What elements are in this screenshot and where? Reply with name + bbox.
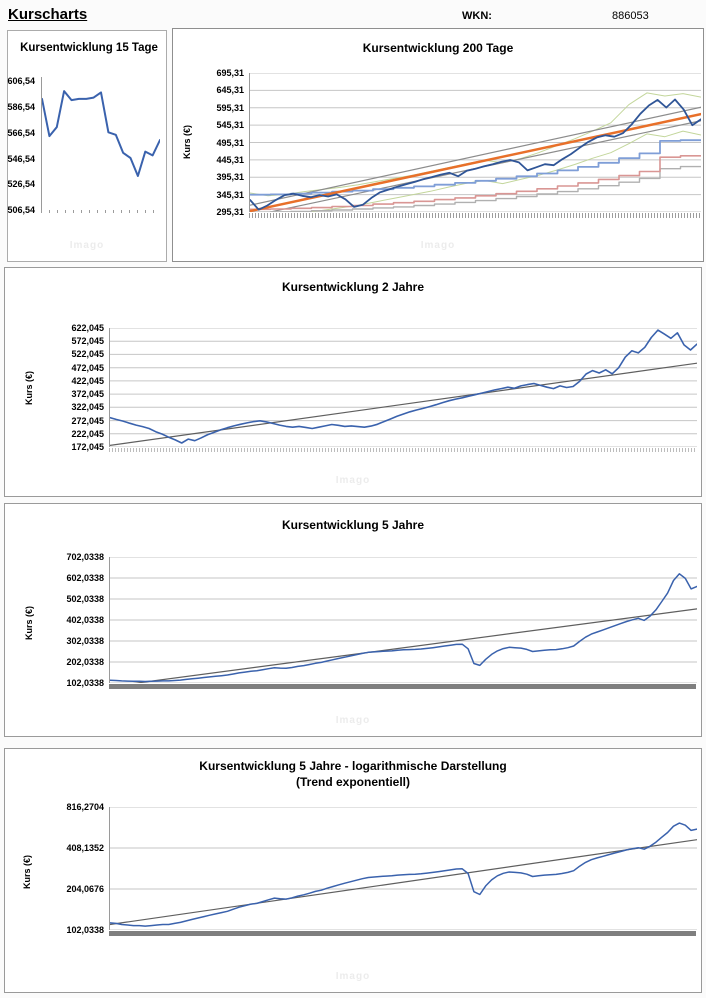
y-axis-tick-labels: 606,54 586,54 566,54 546,54 526,54 506,54: [7, 76, 39, 215]
y-tick-label: 545,31: [216, 120, 244, 131]
y-tick-label: 602,0338: [66, 573, 104, 583]
plot-area: [109, 557, 697, 683]
y-tick-label: 472,045: [71, 362, 104, 373]
chart-title: Kursentwicklung 15 Tage: [20, 42, 158, 54]
watermark: Imago: [335, 971, 371, 982]
y-axis-tick-labels: 622,045 572,045 522,045 472,045 422,045 372,0…: [55, 323, 108, 452]
y-tick-label: 102,0338: [66, 678, 104, 688]
chart-panel-15-tage: Kursentwicklung 15 Tage 606,54 586,54 566,…: [7, 30, 167, 262]
chart-title: Kursentwicklung 200 Tage: [362, 41, 514, 55]
y-tick-label: 526,54: [7, 179, 35, 190]
plot-area: [249, 73, 701, 212]
y-tick-label: 302,0338: [66, 636, 104, 646]
watermark: Imago: [335, 715, 371, 726]
plot-area: [41, 77, 160, 210]
y-tick-label: 546,54: [7, 153, 35, 164]
y-tick-label: 645,31: [216, 85, 244, 96]
wkn-label: WKN:: [462, 10, 492, 22]
y-axis-tick-labels: 816,2704 408,1352 204,0676 102,0338: [51, 802, 108, 935]
chart-subtitle: (Trend exponentiell): [295, 775, 410, 789]
watermark: Imago: [69, 240, 105, 251]
y-axis-tick-labels: 695,31 645,31 595,31 545,31 495,31 445,31 395,…: [205, 68, 248, 217]
y-tick-label: 202,0338: [66, 657, 104, 667]
chart-panel-200-tage: Kursentwicklung 200 Tage Kurs (€) 695,31…: [172, 28, 704, 262]
y-axis-title: Kurs (€): [22, 855, 32, 890]
y-axis-title: Kurs (€): [182, 125, 192, 160]
y-tick-label: 372,045: [71, 389, 104, 400]
y-tick-label: 395,31: [216, 172, 244, 183]
y-tick-label: 402,0338: [66, 615, 104, 625]
y-tick-label: 595,31: [216, 102, 244, 113]
chart-title: Kursentwicklung 2 Jahre: [281, 280, 425, 294]
y-tick-label: 408,1352: [66, 843, 104, 853]
y-tick-label: 522,045: [71, 349, 104, 360]
y-tick-label: 586,54: [7, 102, 35, 113]
y-tick-label: 422,045: [71, 375, 104, 386]
chart-title: Kursentwicklung 5 Jahre - logarithmische…: [199, 759, 507, 773]
y-tick-label: 345,31: [216, 189, 244, 200]
watermark: Imago: [420, 240, 456, 251]
chart-title: Kursentwicklung 5 Jahre: [281, 518, 425, 532]
y-tick-label: 172,045: [71, 442, 104, 452]
y-tick-label: 445,31: [216, 154, 244, 165]
y-axis-title: Kurs (€): [24, 371, 34, 406]
x-axis-tick-band: [249, 213, 700, 218]
y-tick-label: 566,54: [7, 127, 35, 138]
chart-panel-2-jahre: Kursentwicklung 2 Jahre Kurs (€) 622,045…: [4, 267, 702, 497]
y-tick-label: 572,045: [71, 336, 104, 347]
y-tick-label: 606,54: [7, 76, 35, 87]
plot-area: [109, 807, 697, 930]
y-tick-label: 295,31: [216, 207, 244, 217]
y-tick-label: 506,54: [7, 205, 35, 215]
x-axis-tick-band: [41, 210, 159, 213]
y-tick-label: 622,045: [71, 323, 104, 333]
y-axis-title: Kurs (€): [24, 606, 34, 641]
y-tick-label: 322,045: [71, 402, 104, 413]
y-tick-label: 816,2704: [66, 802, 104, 812]
y-tick-label: 695,31: [216, 68, 244, 78]
plot-area: [109, 328, 697, 447]
wkn-value: 886053: [612, 10, 649, 22]
y-axis-tick-labels: 702,0338 602,0338 502,0338 402,0338 302,0338…: [51, 552, 108, 688]
y-tick-label: 222,045: [71, 428, 104, 439]
x-axis-tick-band: [109, 931, 696, 936]
watermark: Imago: [335, 475, 371, 486]
x-axis-tick-band: [109, 448, 696, 452]
page-title: Kurscharts: [8, 6, 88, 23]
x-axis-tick-band: [109, 684, 696, 689]
y-tick-label: 495,31: [216, 137, 244, 148]
y-tick-label: 702,0338: [66, 552, 104, 562]
chart-panel-5-jahre: Kursentwicklung 5 Jahre Kurs (€) 702,033…: [4, 503, 702, 737]
y-tick-label: 272,045: [71, 415, 104, 426]
y-tick-label: 502,0338: [66, 594, 104, 604]
y-tick-label: 102,0338: [66, 925, 104, 935]
y-tick-label: 204,0676: [66, 884, 104, 894]
chart-panel-5-jahre-log: Kursentwicklung 5 Jahre - logarithmische…: [4, 748, 702, 993]
